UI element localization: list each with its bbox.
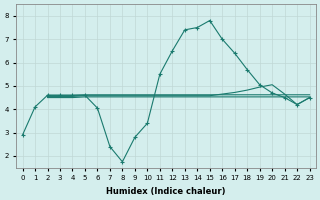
X-axis label: Humidex (Indice chaleur): Humidex (Indice chaleur)	[106, 187, 226, 196]
